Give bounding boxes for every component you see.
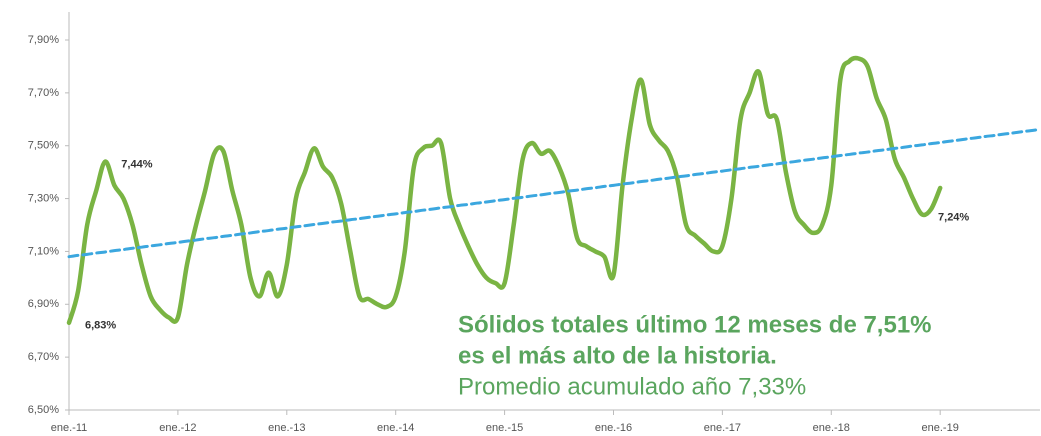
x-tick-label: ene.-14 [377,422,414,434]
x-tick-label: ene.-19 [922,422,959,434]
value-label: 7,44% [121,158,152,170]
y-tick-label: 7,30% [28,192,59,204]
x-tick-label: ene.-11 [51,422,88,434]
note-line: Promedio acumulado año 7,33% [458,373,806,400]
y-tick-label: 6,70% [28,351,59,363]
y-tick-label: 6,50% [28,404,59,416]
y-tick-label: 7,50% [28,140,59,152]
x-tick-label: ene.-18 [813,422,850,434]
x-tick-label: ene.-16 [595,422,632,434]
value-label: 7,24% [938,211,969,223]
x-tick-label: ene.-17 [704,422,741,434]
y-tick-label: 6,90% [28,298,59,310]
x-tick-label: ene.-13 [268,422,305,434]
trend-line [67,127,1041,259]
x-tick-label: ene.-15 [486,422,523,434]
y-tick-label: 7,10% [28,245,59,257]
y-tick-label: 7,90% [28,34,59,46]
note-line: Sólidos totales último 12 meses de 7,51% [458,311,932,338]
value-label: 6,83% [85,320,116,332]
x-tick-label: ene.-12 [159,422,196,434]
data-line [66,55,943,326]
note-line: es el más alto de la historia. [458,342,777,369]
y-tick-label: 7,70% [28,87,59,99]
